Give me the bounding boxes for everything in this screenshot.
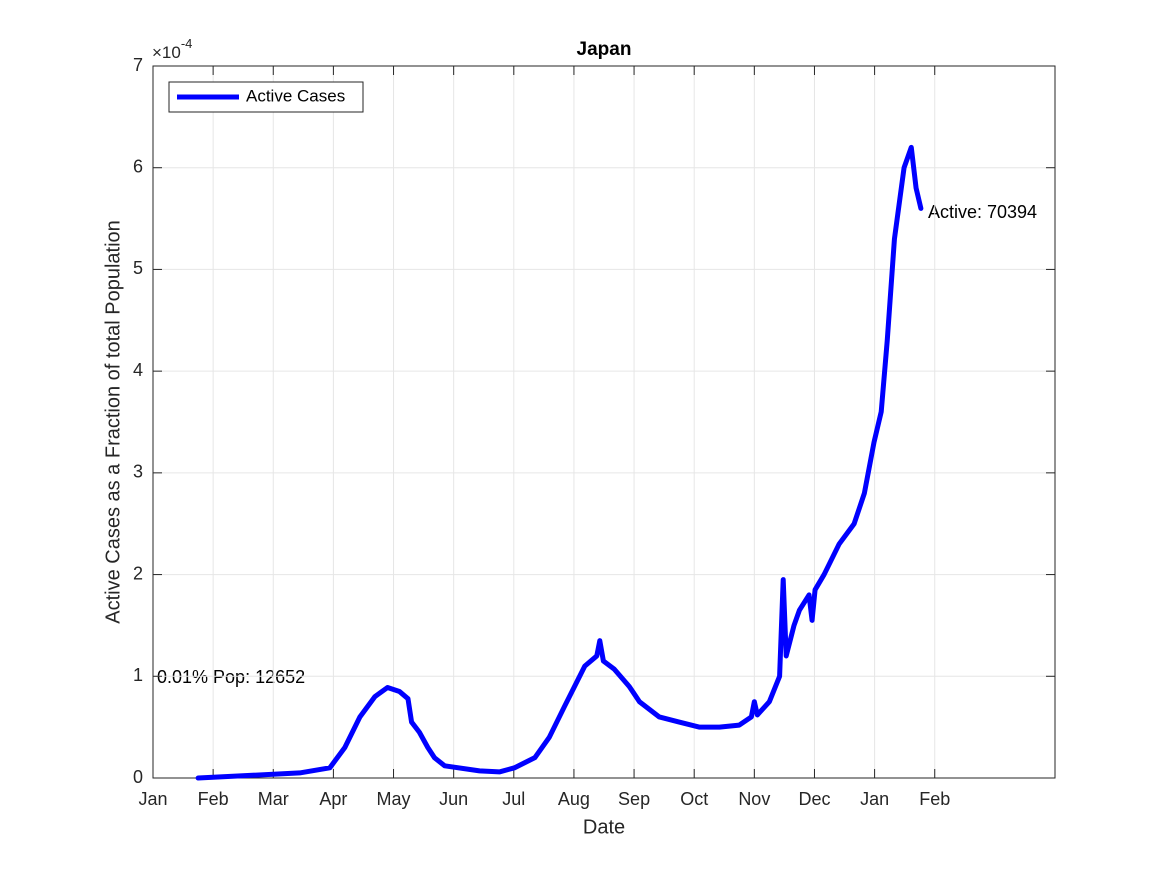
x-tick-label: Aug bbox=[558, 789, 590, 809]
y-exponent-base: ×10 bbox=[152, 43, 181, 62]
y-tick-label: 1 bbox=[133, 665, 143, 685]
x-tick-label: Jul bbox=[502, 789, 525, 809]
y-exponent: ×10-4 bbox=[152, 36, 192, 62]
x-tick-label: Jun bbox=[439, 789, 468, 809]
y-tick-label: 4 bbox=[133, 360, 143, 380]
plot-frame bbox=[152, 65, 1056, 779]
y-axis-label: Active Cases as a Fraction of total Popu… bbox=[102, 220, 124, 624]
x-tick-label: May bbox=[377, 789, 411, 809]
y-tick-label: 6 bbox=[133, 156, 143, 176]
y-tick-label: 3 bbox=[133, 462, 143, 482]
y-tick-label: 0 bbox=[133, 767, 143, 787]
x-tick-label: Dec bbox=[798, 789, 830, 809]
chart-title: Japan bbox=[577, 39, 632, 60]
x-tick-label: Jan bbox=[138, 789, 167, 809]
x-axis-label: Date bbox=[583, 816, 625, 838]
x-tick-label: Oct bbox=[680, 789, 708, 809]
y-tick-label: 2 bbox=[133, 563, 143, 583]
x-tick-label: Mar bbox=[258, 789, 289, 809]
x-tick-label: Feb bbox=[198, 789, 229, 809]
legend: Active Cases bbox=[168, 81, 364, 113]
legend-label: Active Cases bbox=[246, 86, 345, 105]
y-tick-label: 5 bbox=[133, 258, 143, 278]
data-line bbox=[195, 144, 924, 781]
y-tick-label: 7 bbox=[133, 55, 143, 75]
x-tick-label: Feb bbox=[919, 789, 950, 809]
y-exponent-power: -4 bbox=[181, 36, 193, 51]
x-tick-label: Sep bbox=[618, 789, 650, 809]
x-tick-label: Nov bbox=[738, 789, 770, 809]
x-tick-label: Apr bbox=[319, 789, 347, 809]
annotation: Active: 70394 bbox=[928, 202, 1037, 222]
x-tick-label: Jan bbox=[860, 789, 889, 809]
